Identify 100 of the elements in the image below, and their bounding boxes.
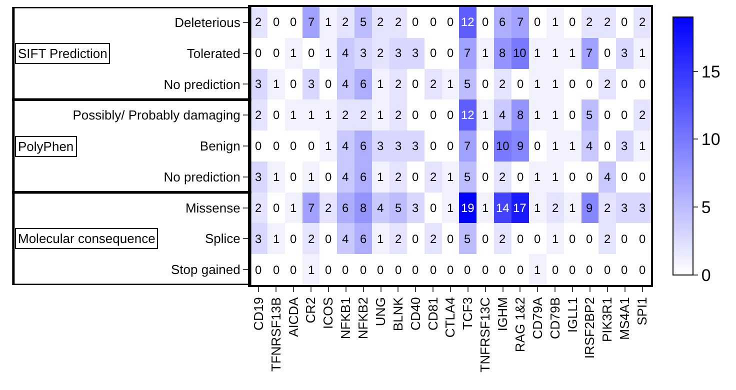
data-label: 0 <box>569 15 576 29</box>
data-label: 2 <box>395 232 402 246</box>
data-label: 0 <box>412 232 419 246</box>
data-label: 6 <box>342 201 349 215</box>
data-label: 7 <box>517 15 524 29</box>
color-bar-label: 10 <box>701 130 720 150</box>
data-label: 2 <box>499 170 506 184</box>
data-label: 0 <box>534 232 541 246</box>
data-label: 0 <box>273 263 280 277</box>
data-label: 1 <box>308 263 315 277</box>
data-label: 9 <box>586 201 593 215</box>
data-label: 2 <box>430 232 437 246</box>
x-tick-label: ICOS <box>320 296 336 329</box>
data-label: 1 <box>377 77 384 91</box>
y-tick-label: Benign <box>200 138 240 154</box>
data-label: 3 <box>255 77 262 91</box>
data-label: 0 <box>430 15 437 29</box>
data-label: 1 <box>290 201 297 215</box>
data-label: 0 <box>447 263 454 277</box>
data-label: 9 <box>517 139 524 153</box>
data-label: 10 <box>513 46 527 60</box>
data-label: 1 <box>639 46 646 60</box>
data-label: 2 <box>342 15 349 29</box>
data-label: 0 <box>430 139 437 153</box>
data-label: 0 <box>412 170 419 184</box>
data-label: 1 <box>290 108 297 122</box>
data-label: 12 <box>461 108 475 122</box>
data-label: 3 <box>377 139 384 153</box>
data-label: 0 <box>482 77 489 91</box>
y-tick-label: Deleterious <box>174 14 241 30</box>
x-tick-label: UNG <box>372 297 388 326</box>
data-label: 0 <box>586 170 593 184</box>
data-label: 0 <box>569 170 576 184</box>
data-label: 3 <box>255 170 262 184</box>
data-label: 0 <box>569 263 576 277</box>
data-label: 1 <box>552 46 559 60</box>
data-label: 0 <box>255 139 262 153</box>
data-label: 2 <box>395 77 402 91</box>
data-label: 4 <box>342 232 349 246</box>
data-label: 0 <box>325 263 332 277</box>
data-label: 0 <box>482 139 489 153</box>
data-label: 1 <box>273 170 280 184</box>
data-label: 2 <box>586 15 593 29</box>
x-tick-label: CR2 <box>303 297 318 324</box>
x-tick-label: TNFRSF13C <box>478 297 493 372</box>
data-label: 1 <box>534 263 541 277</box>
data-label: 0 <box>430 201 437 215</box>
data-label: 1 <box>325 139 332 153</box>
data-label: 4 <box>499 108 506 122</box>
data-label: 6 <box>360 139 367 153</box>
data-label: 14 <box>496 201 510 215</box>
x-tick-label: IGLL1 <box>564 297 580 333</box>
data-label: 2 <box>395 170 402 184</box>
data-label: 5 <box>464 77 471 91</box>
data-label: 10 <box>496 139 510 153</box>
data-label: 1 <box>447 201 454 215</box>
text: Molecular consequence <box>18 231 156 246</box>
data-label: 0 <box>604 263 611 277</box>
data-label: 1 <box>273 77 280 91</box>
x-tick-label: PIK3R1 <box>600 297 615 342</box>
x-tick-label: CD79A <box>530 296 545 340</box>
data-label: 1 <box>534 77 541 91</box>
data-label: 1 <box>482 46 489 60</box>
text: SIFT Prediction <box>18 46 108 61</box>
data-label: 2 <box>604 77 611 91</box>
data-label: 8 <box>517 108 524 122</box>
x-tick-label: CTLA4 <box>442 297 458 338</box>
data-label: 1 <box>552 15 559 29</box>
data-label: 0 <box>534 139 541 153</box>
data-label: 1 <box>290 46 297 60</box>
data-label: 0 <box>412 77 419 91</box>
data-label: 2 <box>255 108 262 122</box>
data-label: 0 <box>395 263 402 277</box>
data-label: 0 <box>377 263 384 277</box>
data-label: 7 <box>464 139 471 153</box>
data-label: 0 <box>621 15 628 29</box>
x-tick-label: CD19 <box>250 297 266 330</box>
color-bar-label: 0 <box>701 266 711 285</box>
data-label: 0 <box>430 108 437 122</box>
data-label: 8 <box>360 201 367 215</box>
data-label: 1 <box>552 170 559 184</box>
data-label: 6 <box>360 232 367 246</box>
data-label: 0 <box>290 170 297 184</box>
data-label: 3 <box>621 139 628 153</box>
data-label: 1 <box>552 77 559 91</box>
data-label: 0 <box>569 108 576 122</box>
data-label: 4 <box>342 77 349 91</box>
data-label: 0 <box>499 263 506 277</box>
data-label: 0 <box>325 232 332 246</box>
data-label: 0 <box>586 263 593 277</box>
data-label: 3 <box>621 46 628 60</box>
data-label: 1 <box>325 15 332 29</box>
data-label: 0 <box>604 108 611 122</box>
data-label: 0 <box>447 139 454 153</box>
x-tick-label: SPI1 <box>634 297 650 326</box>
x-tick-label: BLNK <box>390 296 406 332</box>
data-label: 5 <box>464 232 471 246</box>
data-label: 0 <box>621 77 628 91</box>
data-label: 5 <box>360 15 367 29</box>
data-label: 4 <box>342 46 349 60</box>
